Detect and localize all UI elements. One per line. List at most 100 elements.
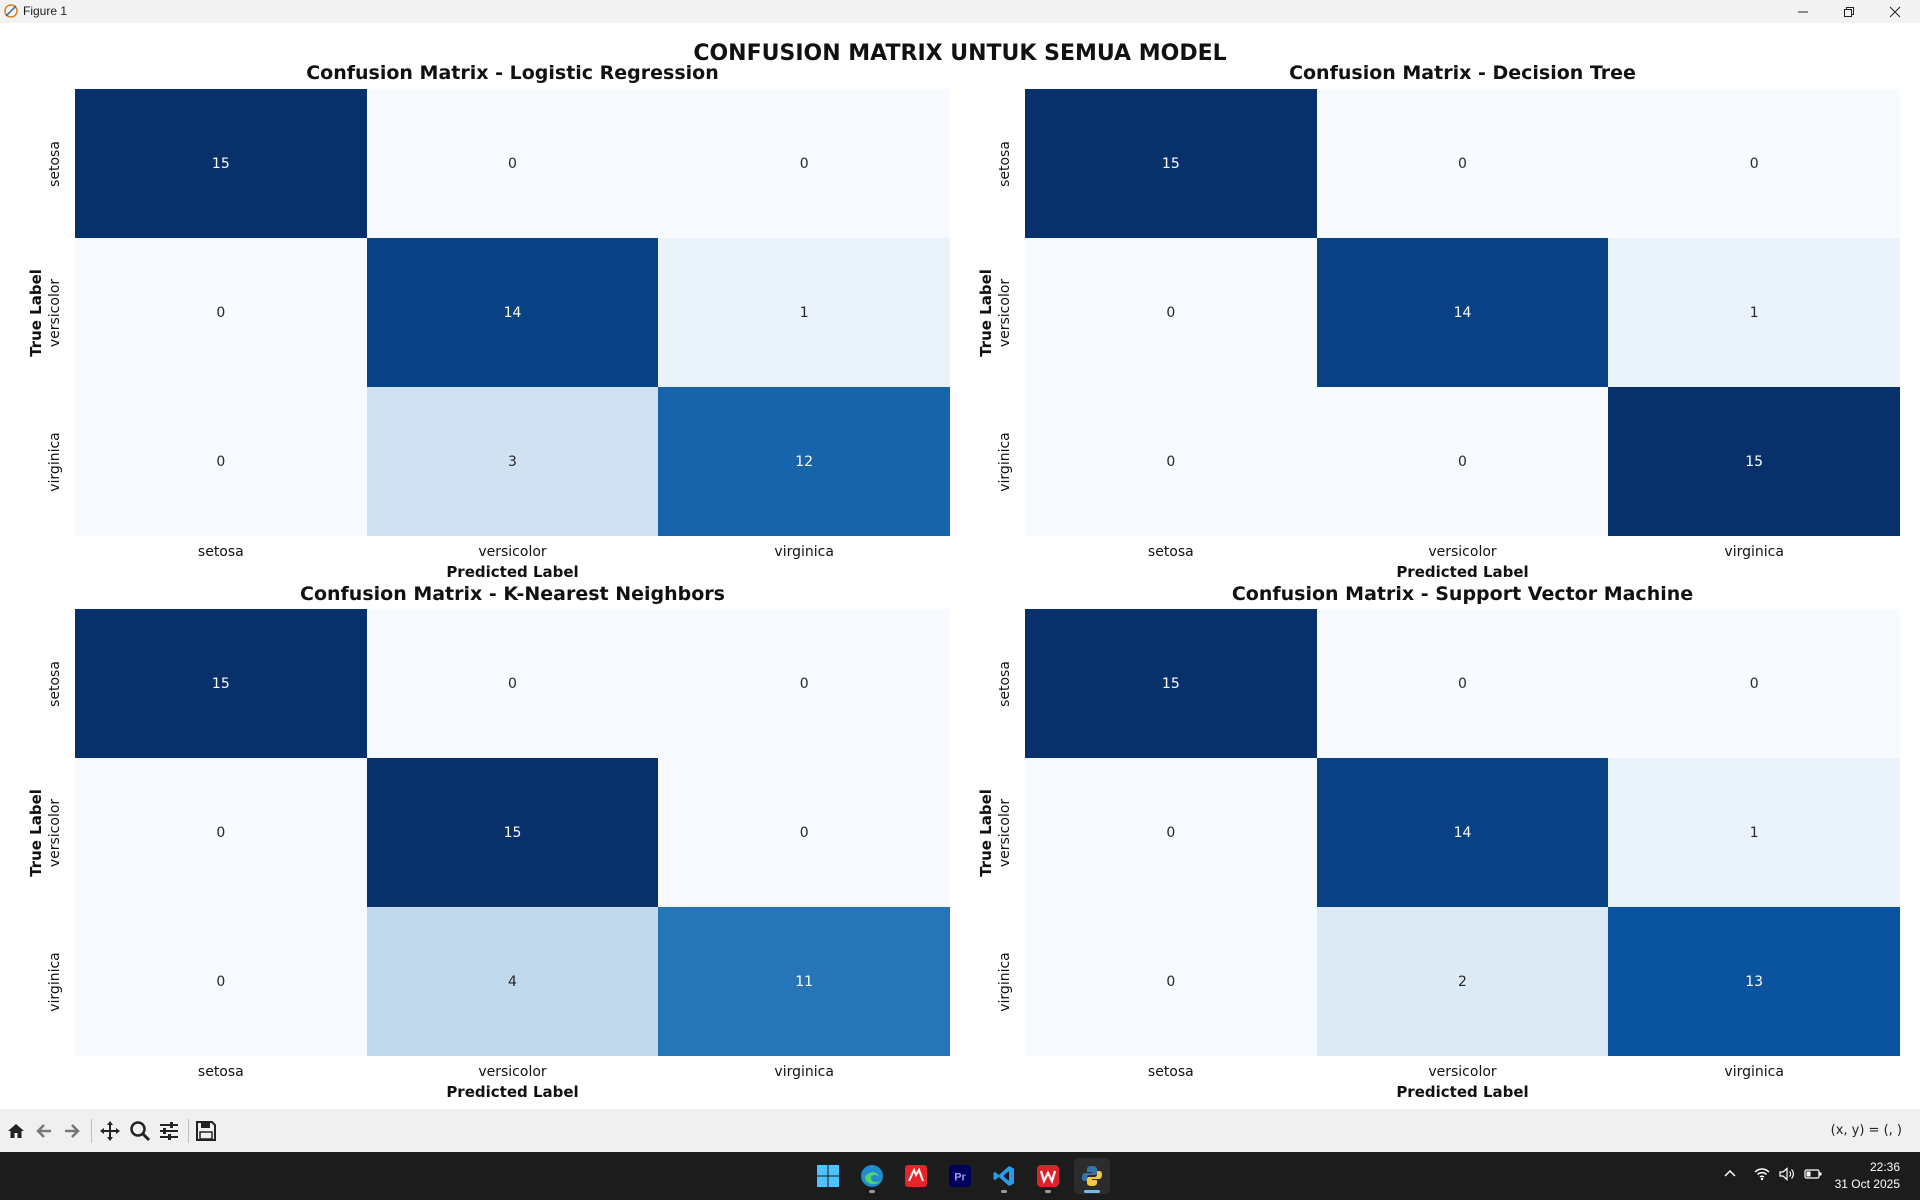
heatmap-cell: 4 — [366, 907, 659, 1056]
x-tick-label: setosa — [197, 1064, 244, 1080]
python-figure-icon — [3, 3, 19, 19]
heatmap-cell: 15 — [1025, 609, 1317, 758]
y-tick-label: setosa — [47, 140, 63, 187]
y-tick-label: setosa — [997, 140, 1013, 187]
heatmap-cell: 0 — [1316, 387, 1609, 536]
y-tick-label: versicolor — [997, 278, 1013, 347]
tray-overflow-button[interactable] — [1723, 1166, 1737, 1185]
heatmap-cell: 0 — [75, 238, 367, 387]
heatmap-support-vector-machine[interactable]: 15 0 0 0 14 1 0 2 13 — [1025, 609, 1900, 1056]
x-tick-label: virginica — [1724, 1064, 1784, 1080]
edge-icon — [861, 1165, 883, 1187]
clock-time: 22:36 — [1869, 1160, 1900, 1174]
x-axis-label: Predicted Label — [1396, 563, 1529, 581]
x-axis-label: Predicted Label — [1396, 1083, 1529, 1101]
taskbar-python[interactable] — [1074, 1158, 1110, 1194]
heatmap-cell: 1 — [658, 238, 950, 387]
clock-date: 31 Oct 2025 — [1834, 1177, 1900, 1191]
home-button[interactable] — [3, 1118, 29, 1144]
x-tick-label: versicolor — [478, 1064, 547, 1080]
taskbar-wps-pdf[interactable] — [898, 1158, 934, 1194]
x-tick-label: setosa — [1147, 544, 1194, 560]
zoom-button[interactable] — [127, 1118, 153, 1144]
taskbar-wps-office[interactable] — [1030, 1158, 1066, 1194]
wps-office-icon — [1037, 1165, 1059, 1187]
taskbar-premiere-pro[interactable]: Pr — [942, 1158, 978, 1194]
pan-button[interactable] — [97, 1118, 123, 1144]
heatmap-cell: 13 — [1608, 907, 1900, 1056]
wps-pdf-icon — [905, 1165, 927, 1187]
close-button[interactable] — [1872, 0, 1918, 23]
wifi-icon — [1754, 1168, 1770, 1181]
vscode-icon — [993, 1166, 1014, 1186]
start-button[interactable] — [810, 1158, 846, 1194]
svg-text:Pr: Pr — [954, 1172, 966, 1184]
start-icon — [817, 1165, 839, 1187]
volume-status[interactable] — [1779, 1166, 1795, 1185]
back-icon — [36, 1124, 51, 1138]
y-axis-label: True Label — [27, 268, 45, 357]
close-icon — [1889, 6, 1901, 17]
heatmap-cell: 1 — [1608, 238, 1900, 387]
x-axis-label: Predicted Label — [446, 1083, 579, 1101]
save-button[interactable] — [193, 1118, 219, 1144]
heatmap-cell: 15 — [75, 609, 367, 758]
pan-icon — [100, 1121, 120, 1141]
heatmap-cell: 15 — [1025, 89, 1317, 238]
subplot-title-decision-tree: Confusion Matrix - Decision Tree — [1289, 62, 1636, 84]
heatmap-cell: 0 — [658, 89, 950, 238]
heatmap-logistic-regression[interactable]: 15 0 0 0 14 1 0 3 12 — [75, 89, 950, 536]
premiere-pro-icon: Pr — [949, 1165, 971, 1187]
y-tick-label: virginica — [47, 951, 63, 1012]
back-button[interactable] — [31, 1118, 57, 1144]
minimize-button[interactable] — [1780, 0, 1826, 23]
heatmap-cell: 0 — [1316, 609, 1609, 758]
subplot-title-logistic-regression: Confusion Matrix - Logistic Regression — [306, 62, 719, 84]
heatmap-cell: 1 — [1608, 758, 1900, 907]
restore-icon — [1844, 6, 1854, 17]
heatmap-cell: 14 — [1316, 758, 1609, 907]
save-icon — [196, 1121, 216, 1141]
heatmap-cell: 14 — [366, 238, 659, 387]
configure-subplots-button[interactable] — [156, 1118, 182, 1144]
wifi-status[interactable] — [1754, 1166, 1770, 1185]
taskbar-vscode[interactable] — [986, 1158, 1022, 1194]
heatmap-cell: 0 — [1608, 609, 1900, 758]
heatmap-cell: 0 — [366, 89, 659, 238]
restore-button[interactable] — [1826, 0, 1872, 23]
y-tick-label: virginica — [997, 431, 1013, 492]
heatmap-cell: 0 — [658, 609, 950, 758]
y-tick-label: versicolor — [47, 278, 63, 347]
heatmap-cell: 0 — [366, 609, 659, 758]
heatmap-cell: 0 — [1025, 758, 1317, 907]
x-tick-label: setosa — [1147, 1064, 1194, 1080]
coordinate-readout: (x, y) = (, ) — [1830, 1123, 1902, 1138]
subplot-title-support-vector-machine: Confusion Matrix - Support Vector Machin… — [1231, 583, 1694, 605]
taskbar-edge[interactable] — [854, 1158, 890, 1194]
taskbar-clock[interactable]: 22:36 31 Oct 2025 — [1835, 1159, 1900, 1193]
y-tick-label: setosa — [997, 660, 1013, 707]
heatmap-cell: 0 — [75, 907, 367, 1056]
battery-icon — [1804, 1169, 1822, 1179]
heatmap-cell: 0 — [1608, 89, 1900, 238]
heatmap-k-nearest-neighbors[interactable]: 15 0 0 0 15 0 0 4 11 — [75, 609, 950, 1056]
x-tick-label: virginica — [774, 1064, 834, 1080]
heatmap-decision-tree[interactable]: 15 0 0 0 14 1 0 0 15 — [1025, 89, 1900, 536]
heatmap-cell: 0 — [1025, 907, 1317, 1056]
heatmap-cell: 12 — [658, 387, 950, 536]
heatmap-cell: 0 — [1025, 387, 1317, 536]
heatmap-cell: 0 — [75, 758, 367, 907]
zoom-icon — [130, 1121, 151, 1142]
python-icon — [1082, 1166, 1102, 1186]
battery-status[interactable] — [1804, 1166, 1822, 1185]
x-tick-label: setosa — [197, 544, 244, 560]
minimize-icon — [1798, 11, 1808, 12]
y-axis-label: True Label — [977, 788, 995, 877]
figure-suptitle: CONFUSION MATRIX UNTUK SEMUA MODEL — [693, 41, 1227, 66]
window-title-bar: Figure 1 — [0, 0, 1920, 23]
forward-button[interactable] — [59, 1118, 85, 1144]
volume-icon — [1779, 1167, 1794, 1181]
x-tick-label: virginica — [774, 544, 834, 560]
heatmap-cell: 2 — [1316, 907, 1609, 1056]
x-tick-label: versicolor — [1428, 544, 1497, 560]
